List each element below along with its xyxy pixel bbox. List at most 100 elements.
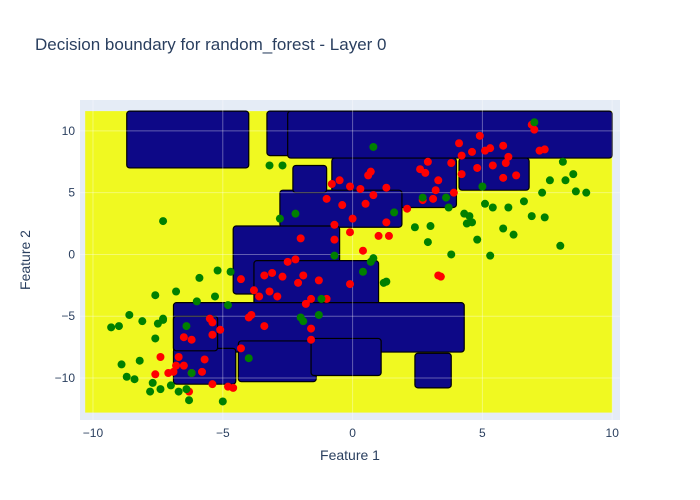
data-point-green <box>291 209 300 218</box>
data-point-green <box>561 176 570 185</box>
x-tick-label: −5 <box>216 426 230 440</box>
data-point-red <box>501 159 510 168</box>
data-point-green <box>265 161 274 170</box>
data-point-green <box>527 212 536 221</box>
x-tick-label: 10 <box>606 426 620 440</box>
data-point-red <box>499 173 508 182</box>
data-point-red <box>361 199 370 208</box>
data-point-red <box>499 141 508 150</box>
data-point-green <box>211 292 219 301</box>
data-point-red <box>455 139 464 148</box>
data-point-red <box>431 186 440 195</box>
data-point-green <box>218 397 227 406</box>
data-point-green <box>366 257 375 266</box>
data-point-green <box>182 322 191 331</box>
data-point-green <box>213 266 222 275</box>
data-point-red <box>335 176 344 185</box>
data-point-green <box>481 199 489 208</box>
data-point-green <box>187 369 196 378</box>
data-point-red <box>338 201 347 210</box>
data-point-green <box>223 301 232 310</box>
data-point-green <box>148 378 157 387</box>
data-point-red <box>436 272 445 281</box>
data-point-green <box>426 222 435 231</box>
data-point-red <box>301 299 310 308</box>
data-point-red <box>530 125 539 134</box>
data-point-red <box>291 255 300 264</box>
data-point-red <box>265 287 274 296</box>
data-point-green <box>182 385 191 394</box>
data-point-green <box>330 251 339 260</box>
gridlines <box>80 100 620 420</box>
data-point-red <box>236 275 245 284</box>
data-point-red <box>322 194 331 203</box>
data-point-red <box>346 182 354 191</box>
data-point-green <box>465 212 474 221</box>
region-navy-5 <box>292 164 328 194</box>
y-tick-label: 0 <box>68 247 75 261</box>
data-point-red <box>172 361 181 370</box>
data-point-red <box>307 335 316 344</box>
data-point-green <box>125 310 134 319</box>
data-point-green <box>172 287 181 296</box>
data-point-red <box>327 180 336 189</box>
data-point-green <box>499 224 508 233</box>
data-point-red <box>198 367 207 376</box>
data-point-red <box>216 325 225 334</box>
region-navy-11 <box>310 337 382 377</box>
data-point-red <box>278 272 287 281</box>
data-point-red <box>187 335 196 344</box>
data-point-red <box>457 170 466 179</box>
data-point-green <box>226 267 235 276</box>
data-point-green <box>159 217 168 226</box>
region-navy-0 <box>126 110 250 169</box>
data-point-green <box>558 157 567 166</box>
data-point-green <box>447 250 456 259</box>
data-point-red <box>330 235 339 244</box>
y-tick-label: −5 <box>61 309 75 323</box>
data-point-green <box>369 142 378 151</box>
data-point-green <box>442 193 451 202</box>
data-point-green <box>504 203 513 212</box>
data-point-red <box>156 352 165 361</box>
data-point-green <box>122 372 131 381</box>
data-point-red <box>307 294 316 303</box>
data-point-red <box>429 194 438 203</box>
data-point-green <box>468 218 477 227</box>
data-point-green <box>379 278 388 287</box>
data-point-green <box>545 176 554 185</box>
data-point-red <box>382 218 391 227</box>
data-point-red <box>255 292 264 301</box>
data-point-green <box>486 251 495 260</box>
data-point-red <box>384 231 393 240</box>
data-point-green <box>153 319 162 328</box>
data-point-green <box>151 291 160 300</box>
y-axis-title: Feature 2 <box>17 230 33 290</box>
data-point-red <box>346 280 354 289</box>
region-navy-8 <box>253 260 380 307</box>
data-point-red <box>504 152 513 161</box>
data-point-red <box>249 286 258 295</box>
data-point-red <box>421 168 430 177</box>
data-point-red <box>346 228 354 237</box>
data-point-green <box>278 161 287 170</box>
data-point-red <box>174 352 183 361</box>
data-point-green <box>159 314 168 323</box>
data-point-green <box>114 322 123 331</box>
data-point-red <box>423 157 432 166</box>
data-point-red <box>468 147 477 156</box>
data-point-green <box>418 193 427 202</box>
data-point-green <box>151 334 160 343</box>
data-point-red <box>403 204 412 213</box>
data-point-green <box>571 187 580 196</box>
data-point-red <box>299 271 308 280</box>
x-tick-label: −10 <box>83 426 104 440</box>
data-point-green <box>166 381 175 390</box>
data-point-red <box>200 355 209 364</box>
chart-title: Decision boundary for random_forest - La… <box>35 35 387 54</box>
data-point-red <box>294 278 303 287</box>
data-point-red <box>540 145 549 154</box>
data-point-green <box>556 241 565 250</box>
decision-regions <box>85 110 613 413</box>
